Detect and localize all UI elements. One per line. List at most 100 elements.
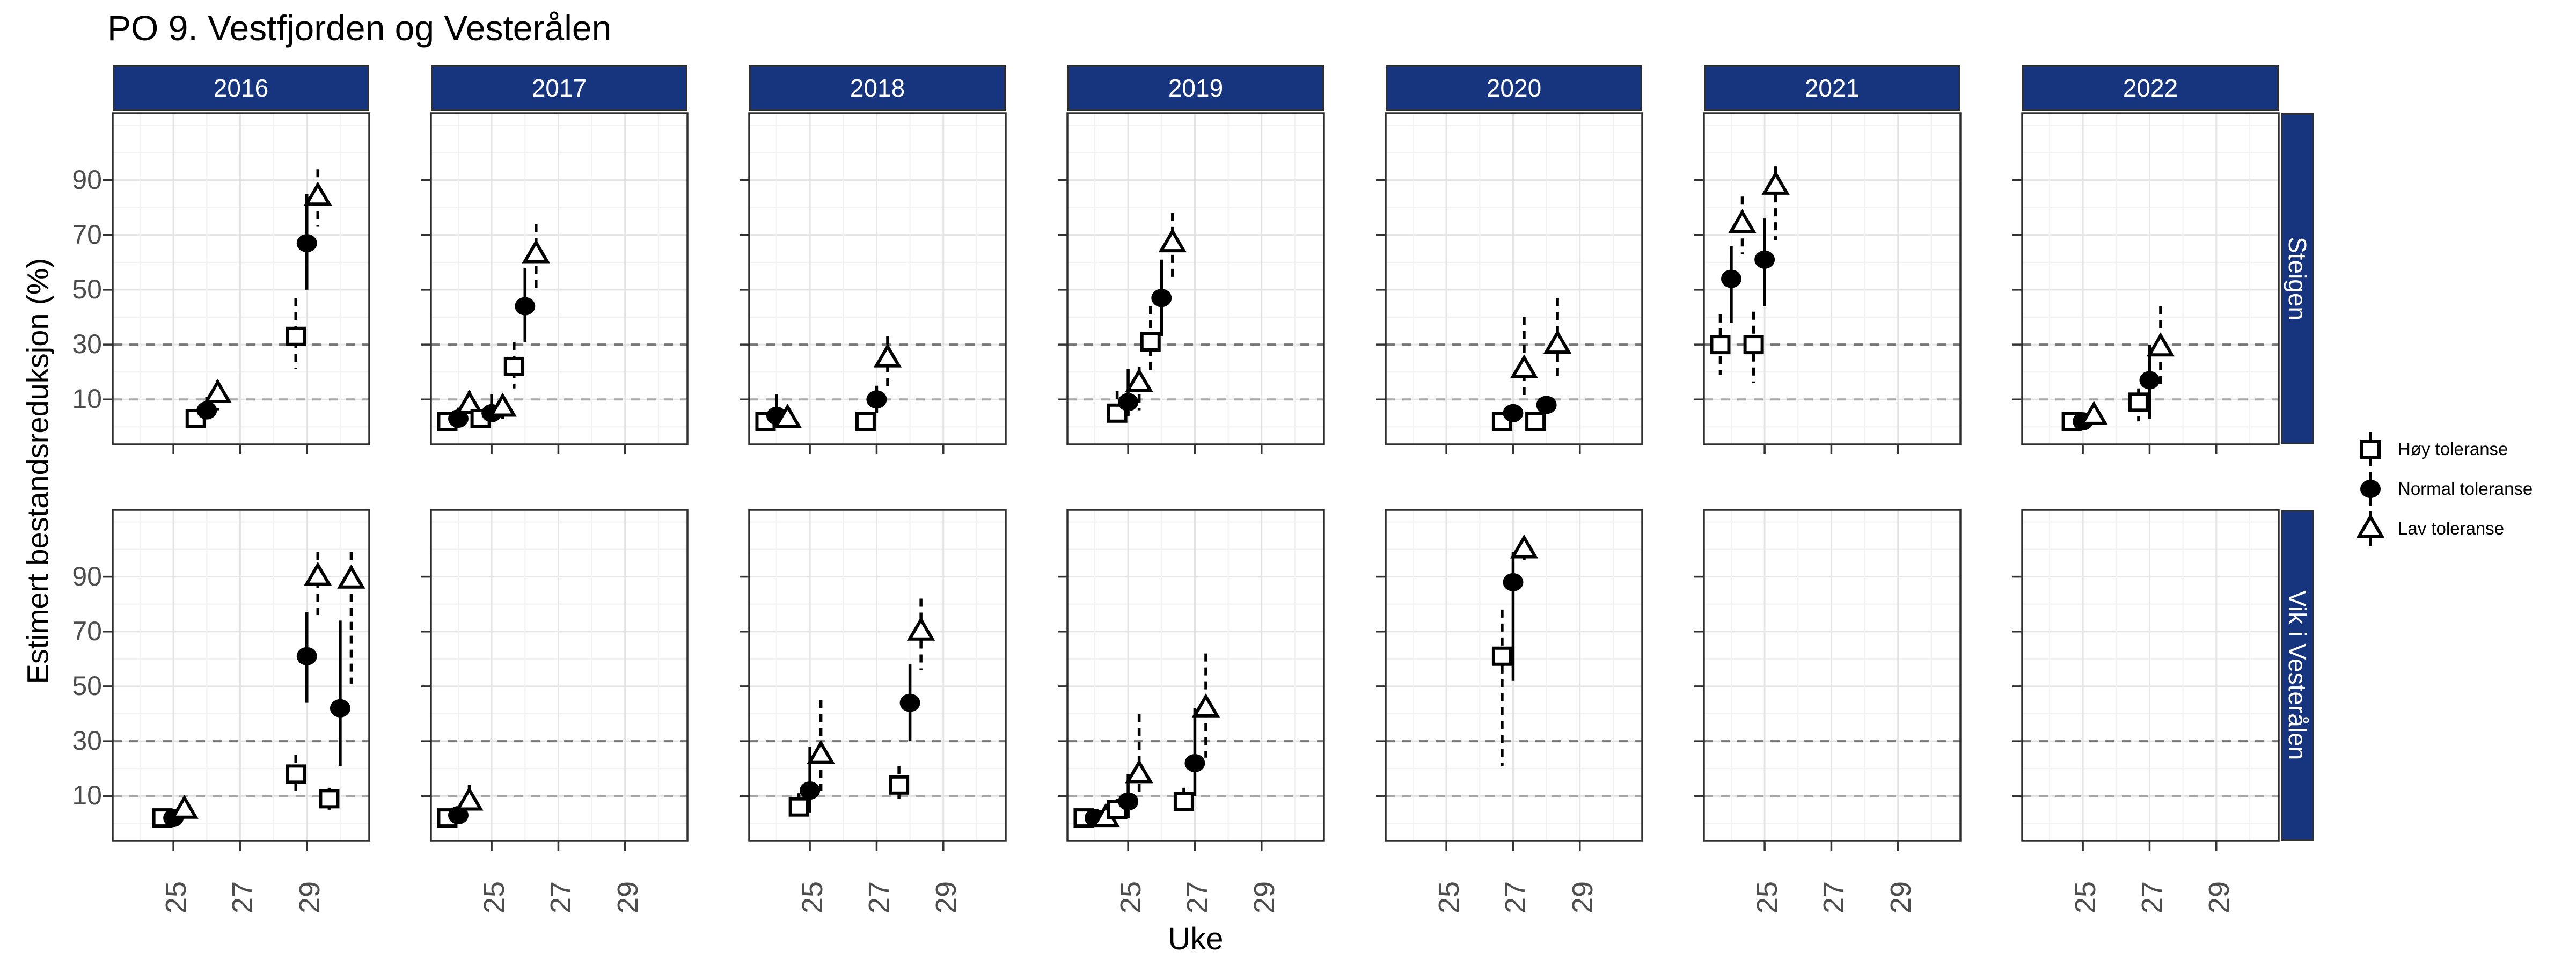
panel-2018-vik: [740, 509, 1007, 851]
panel-2018-steigen: [740, 112, 1007, 454]
normal-toleranse-circle-marker: [800, 781, 821, 800]
y-tick-label: 50: [72, 274, 102, 304]
x-tick-label: 27: [863, 881, 896, 913]
panel-plot-area: [1058, 112, 1325, 454]
panel-plot-area: [103, 112, 370, 454]
y-tick-label: 90: [72, 164, 102, 195]
lav-toleranse-triangle-marker: [488, 392, 517, 417]
legend-item-label: Normal toleranse: [2398, 479, 2533, 499]
hoy-toleranse-square-marker: [855, 412, 876, 431]
x-tick-label: 27: [545, 881, 577, 913]
panel-plot-area: [740, 509, 1007, 851]
lav-toleranse-triangle-marker: [2356, 514, 2385, 538]
lav-toleranse-triangle-marker: [1510, 534, 1539, 559]
lav-toleranse-triangle-marker: [807, 740, 835, 764]
legend-item-label: Lav toleranse: [2398, 518, 2505, 538]
panel-plot-area: [1376, 112, 1643, 454]
normal-toleranse-circle-marker: [448, 409, 469, 428]
facet-year-strip: 2019: [1067, 65, 1324, 111]
panel-plot-area: [2012, 509, 2280, 851]
normal-toleranse-circle-marker: [296, 234, 317, 253]
lav-toleranse-triangle-marker: [906, 616, 935, 641]
y-tick-label: 90: [72, 561, 102, 591]
x-tick-label: 25: [796, 881, 829, 913]
x-tick-label: 29: [1248, 881, 1280, 913]
normal-toleranse-circle-marker: [1503, 573, 1524, 591]
x-tick-label: 25: [2069, 881, 2102, 913]
x-tick-label: 27: [1499, 881, 1532, 913]
x-tick-label: 29: [930, 881, 962, 913]
panel-2019-steigen: [1058, 112, 1325, 454]
facet-year-strip: 2017: [431, 65, 687, 111]
normal-toleranse-circle-marker: [515, 297, 536, 316]
hoy-toleranse-square-marker: [1710, 335, 1731, 355]
x-tick-label: 29: [1566, 881, 1599, 913]
x-tick-label: 25: [1115, 881, 1147, 913]
legend: Høy toleranse Normal toleranse Lav toleran…: [2355, 429, 2575, 548]
hoy-toleranse-square-marker: [1491, 646, 1512, 666]
panel-plot-area: [1376, 509, 1643, 851]
panel-2021-vik: [1694, 509, 1962, 851]
x-tick-label: 27: [1181, 881, 1214, 913]
panel-2017-steigen: [421, 112, 689, 454]
hoy-toleranse-square-marker: [1743, 335, 1764, 355]
panel-2016-vik: [103, 509, 370, 851]
hoy-toleranse-square-marker: [889, 775, 910, 795]
lav-toleranse-triangle-marker: [455, 786, 484, 811]
x-tick-label: 25: [1433, 881, 1466, 913]
lav-toleranse-triangle-marker: [1191, 693, 1220, 718]
hoy-toleranse-square-marker: [1173, 792, 1194, 811]
normal-toleranse-circle-marker: [296, 647, 317, 665]
normal-toleranse-circle-marker: [1118, 393, 1139, 412]
normal-toleranse-key-icon: [2355, 469, 2386, 509]
normal-toleranse-circle-marker: [1721, 269, 1741, 288]
normal-toleranse-circle-marker: [2139, 371, 2160, 390]
lav-toleranse-triangle-marker: [1125, 368, 1153, 392]
normal-toleranse-circle-marker: [2360, 480, 2381, 498]
x-tick-label: 25: [160, 881, 193, 913]
x-tick-label: 29: [293, 881, 326, 913]
lav-toleranse-triangle-marker: [1761, 170, 1790, 195]
normal-toleranse-circle-marker: [1151, 289, 1172, 308]
legend-item-label: Høy toleranse: [2398, 439, 2508, 459]
x-tick-label: 27: [226, 881, 259, 913]
facet-year-strip: 2016: [113, 65, 369, 111]
facet-year-strip: 2018: [749, 65, 1006, 111]
hoy-toleranse-square-marker: [503, 356, 524, 376]
lav-toleranse-triangle-marker: [170, 794, 199, 819]
facet-year-strip: 2021: [1704, 65, 1960, 111]
x-tick-label: 29: [611, 881, 644, 913]
panel-2022-steigen: [2012, 112, 2280, 454]
lav-toleranse-triangle-marker: [337, 564, 365, 589]
panel-plot-area: [740, 112, 1007, 454]
hoy-toleranse-square-marker: [185, 408, 206, 428]
y-axis-title: Estimert bestandsreduksjon (%): [20, 258, 55, 684]
normal-toleranse-circle-marker: [866, 390, 887, 409]
normal-toleranse-circle-marker: [1184, 753, 1205, 772]
facet-year-strip: 2022: [2022, 65, 2279, 111]
x-tick-label: 25: [1751, 881, 1784, 913]
lav-toleranse-key-icon: [2355, 509, 2386, 548]
lav-toleranse-triangle-marker: [304, 561, 332, 586]
y-tick-label: 30: [72, 329, 102, 360]
lav-toleranse-triangle-marker: [522, 239, 551, 264]
normal-toleranse-circle-marker: [899, 693, 920, 712]
legend-item-normal: Normal toleranse: [2355, 469, 2575, 509]
normal-toleranse-circle-marker: [1536, 396, 1557, 414]
lav-toleranse-triangle-marker: [1728, 209, 1757, 233]
hoy-toleranse-square-marker: [286, 326, 306, 346]
facet-year-strip: 2020: [1386, 65, 1642, 111]
panel-2017-vik: [421, 509, 689, 851]
panel-2020-steigen: [1376, 112, 1643, 454]
y-tick-label: 70: [72, 219, 102, 250]
chart-title: PO 9. Vestfjorden og Vesterålen: [107, 8, 612, 48]
lav-toleranse-triangle-marker: [1158, 228, 1187, 253]
normal-toleranse-circle-marker: [1118, 792, 1139, 811]
normal-toleranse-circle-marker: [1503, 404, 1524, 422]
panel-plot-area: [421, 509, 689, 851]
x-tick-label: 29: [1884, 881, 1917, 913]
hoy-toleranse-key-icon: [2355, 429, 2386, 469]
panel-plot-area: [1058, 509, 1325, 851]
panel-2022-vik: [2012, 509, 2280, 851]
